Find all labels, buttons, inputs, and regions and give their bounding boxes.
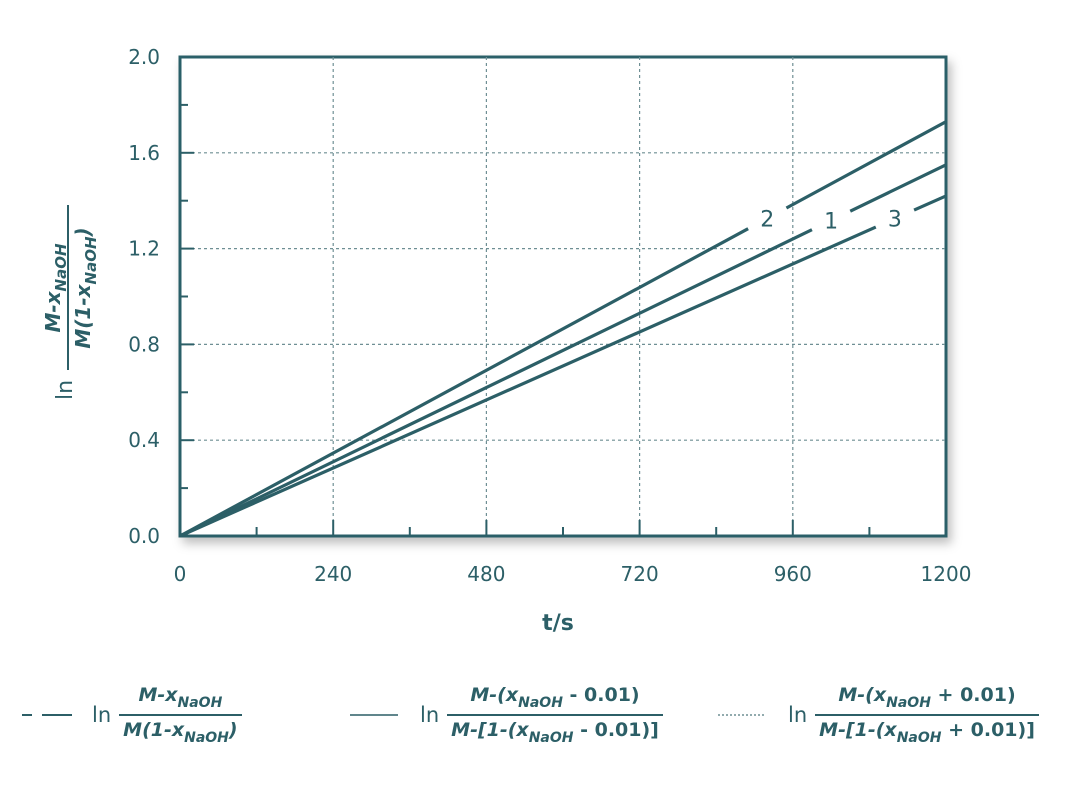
legend-item-3: ln M-(xNaOH + 0.01) M-[1-(xNaOH + 0.01)] bbox=[718, 660, 1039, 770]
series-line-3 bbox=[913, 194, 947, 212]
series-line-3 bbox=[179, 225, 877, 538]
legend-numerator: M-(xNaOH - 0.01) bbox=[470, 684, 640, 711]
legend-item-1: ln M-xNaOH M(1-xNaOH) bbox=[22, 660, 242, 770]
x-tick-label: 480 bbox=[467, 562, 505, 586]
series-line-1 bbox=[849, 163, 947, 213]
legend-ln: ln bbox=[420, 703, 440, 727]
y-tick-label: 1.2 bbox=[128, 237, 160, 261]
legend-fraction: M-(xNaOH - 0.01) M-[1-(xNaOH - 0.01)] bbox=[447, 684, 663, 746]
series-line-2 bbox=[785, 120, 947, 210]
y-axis-title: ln M-xNaOH M(1-xNaOH) bbox=[41, 205, 100, 400]
series-line-1 bbox=[179, 228, 813, 538]
series-label-2: 2 bbox=[760, 207, 774, 232]
legend-ln: ln bbox=[92, 703, 112, 727]
y-tick-label: 0.0 bbox=[128, 524, 160, 548]
x-tick-label: 1200 bbox=[921, 562, 972, 586]
legend: ln M-xNaOH M(1-xNaOH) ln M-(xNaOH - 0.01… bbox=[0, 660, 1080, 780]
y-axis-numerator: M-xNaOH bbox=[41, 243, 70, 333]
y-axis-denominator: M(1-xNaOH) bbox=[71, 227, 100, 348]
series-line-2 bbox=[179, 227, 749, 538]
series-label-3: 3 bbox=[888, 208, 902, 233]
y-den-sub: NaOH bbox=[82, 236, 100, 284]
grid bbox=[180, 57, 946, 536]
legend-denominator: M(1-xNaOH) bbox=[123, 719, 238, 746]
legend-denominator: M-[1-(xNaOH + 0.01)] bbox=[819, 719, 1035, 746]
y-tick-label: 1.6 bbox=[128, 141, 160, 165]
legend-numerator: M-xNaOH bbox=[138, 684, 223, 711]
x-tick-label: 0 bbox=[174, 562, 187, 586]
series-label-1: 1 bbox=[824, 209, 838, 234]
legend-fraction: M-(xNaOH + 0.01) M-[1-(xNaOH + 0.01)] bbox=[815, 684, 1039, 746]
legend-ln: ln bbox=[788, 703, 808, 727]
legend-swatch-dotted bbox=[718, 714, 764, 716]
y-num-sub: NaOH bbox=[52, 243, 70, 291]
legend-swatch-dash bbox=[22, 714, 74, 716]
legend-numerator: M-(xNaOH + 0.01) bbox=[838, 684, 1016, 711]
y-tick-label: 0.8 bbox=[128, 332, 160, 356]
x-axis-title: t/s bbox=[542, 611, 574, 636]
legend-denominator: M-[1-(xNaOH - 0.01)] bbox=[451, 719, 659, 746]
legend-swatch-solid bbox=[350, 714, 398, 716]
plot-area bbox=[178, 55, 948, 538]
x-tick-label: 960 bbox=[774, 562, 812, 586]
ticks bbox=[180, 103, 871, 536]
y-axis-ln: ln bbox=[53, 380, 78, 400]
x-tick-label: 720 bbox=[621, 562, 659, 586]
legend-item-2: ln M-(xNaOH - 0.01) M-[1-(xNaOH - 0.01)] bbox=[350, 660, 663, 770]
y-tick-label: 2.0 bbox=[128, 45, 160, 69]
series: 1 2 3 bbox=[179, 120, 947, 538]
tick-labels: 0 240 480 720 960 1200 0.0 0.4 0.8 1.2 1.6 2.0 bbox=[128, 45, 971, 586]
x-tick-label: 240 bbox=[314, 562, 352, 586]
chart: 12 3 0 240 480 720 960 12000.00.40.81.21.62.0 … bbox=[41, 45, 971, 636]
y-num-main: M-x bbox=[41, 290, 65, 332]
legend-fraction: M-xNaOH M(1-xNaOH) bbox=[119, 684, 242, 746]
y-den-close: ) bbox=[71, 227, 95, 237]
y-den-main: M(1-x bbox=[71, 283, 95, 348]
y-tick-label: 0.4 bbox=[128, 428, 160, 452]
